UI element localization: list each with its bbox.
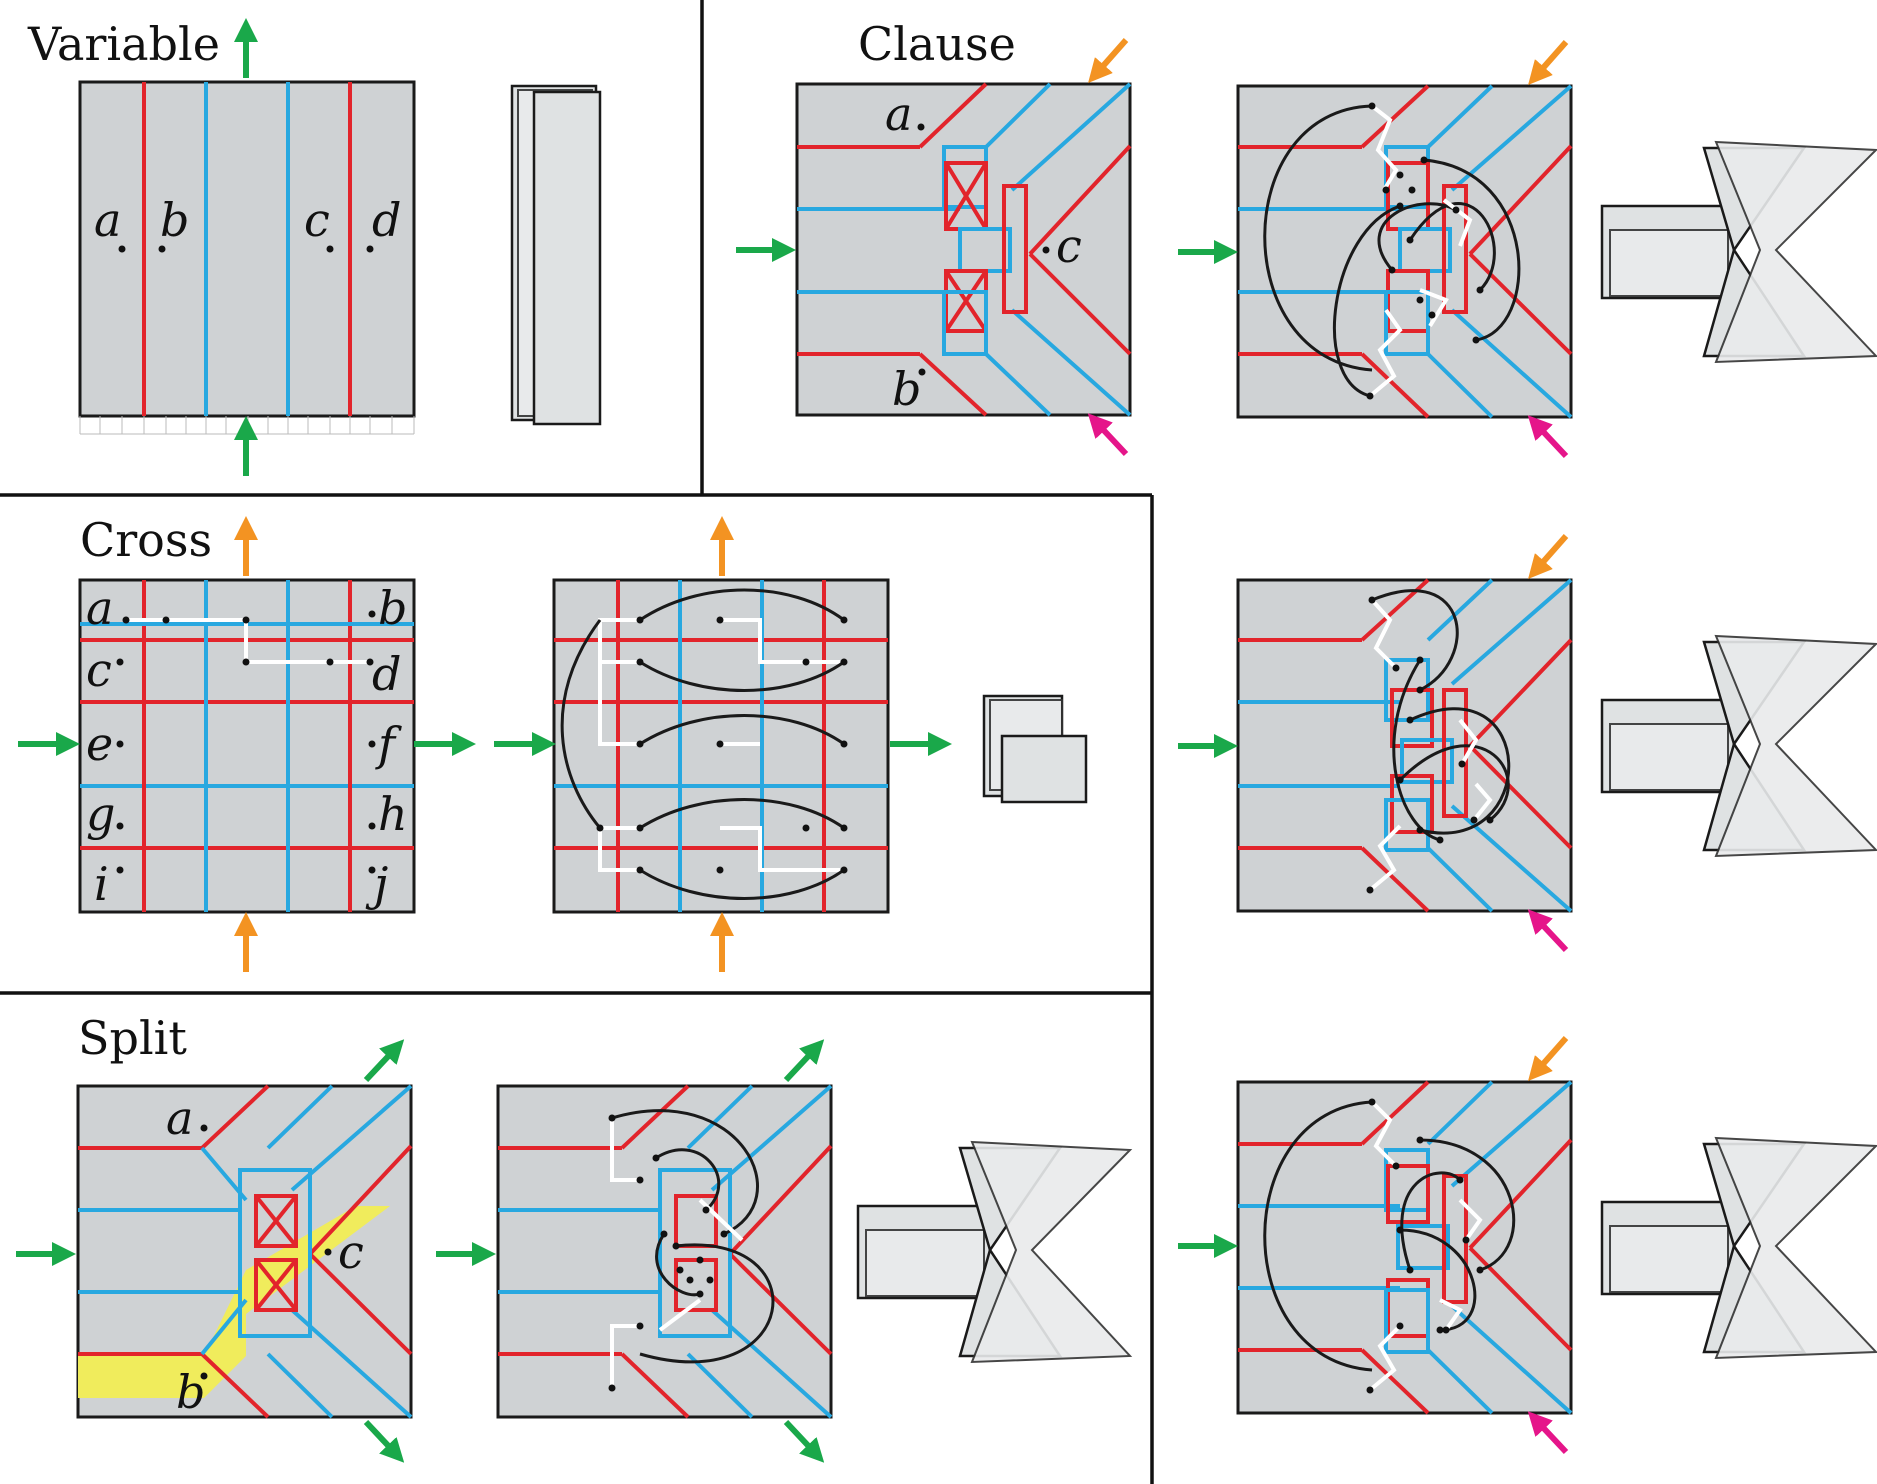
split-label-c: c [338,1225,364,1279]
clause-title: Clause [858,17,1016,71]
cross-label-e: e [86,717,113,771]
cross-label-b: b [378,581,407,635]
clause-section: Clause a b [736,17,1877,459]
arrow-orange-icon [1528,1036,1569,1081]
split-folded-state [856,1140,1133,1364]
arrow-orange-icon [1528,40,1569,85]
arrow-magenta-icon [1087,413,1129,457]
clause-folded-state [1600,140,1877,364]
clause-variant-2 [1236,578,1573,913]
split-treediagram [496,1084,833,1419]
variable-creasepattern: a b c d [78,80,416,435]
cross-label-d: d [372,647,401,701]
arrow-green-icon [783,1419,825,1463]
variable-title: Variable [27,17,220,71]
split-label-a: a [166,1091,193,1145]
arrow-green-icon [783,1039,825,1083]
split-section: Split a b [16,1011,1133,1463]
arrow-magenta-icon [1527,909,1569,953]
clause-folded-state-3 [1600,1136,1877,1360]
clause-variant-3 [1236,1080,1573,1415]
cross-label-h: h [378,787,408,841]
cross-label-c: c [86,643,112,697]
variable-label-a: a [94,193,121,247]
arrow-green-icon [363,1039,405,1083]
clause-label-c: c [1056,219,1082,273]
arrow-orange-icon [1088,38,1129,83]
variable-label-c: c [304,193,330,247]
variable-section: Variable a b c d [27,17,602,476]
clause-treediagram [1236,84,1573,419]
arrow-green-icon [363,1419,405,1463]
split-label-b: b [176,1365,205,1419]
panel-frames [0,0,1154,1484]
clause-folded-state-2 [1600,634,1877,858]
variable-folded-state [510,84,602,426]
cross-label-g: g [86,787,115,841]
cross-section: Cross a b c d e f [18,513,1088,972]
cross-creasepattern: a b c d e f g h i j [78,578,416,914]
cross-label-i: i [94,857,109,911]
variable-label-b: b [160,193,189,247]
cross-title: Cross [80,513,212,567]
cross-label-a: a [86,581,113,635]
split-title: Split [78,1011,187,1065]
clause-label-b: b [892,362,921,416]
arrow-magenta-icon [1527,415,1569,459]
variable-label-d: d [372,193,401,247]
arrow-orange-icon [1528,534,1569,579]
clause-label-a: a [885,87,912,141]
split-creasepattern: a b c [76,1084,413,1419]
cross-treediagram [552,578,890,914]
clause-creasepattern: a b c [795,82,1132,417]
arrow-magenta-icon [1527,1411,1569,1455]
cross-folded-state [982,694,1088,804]
